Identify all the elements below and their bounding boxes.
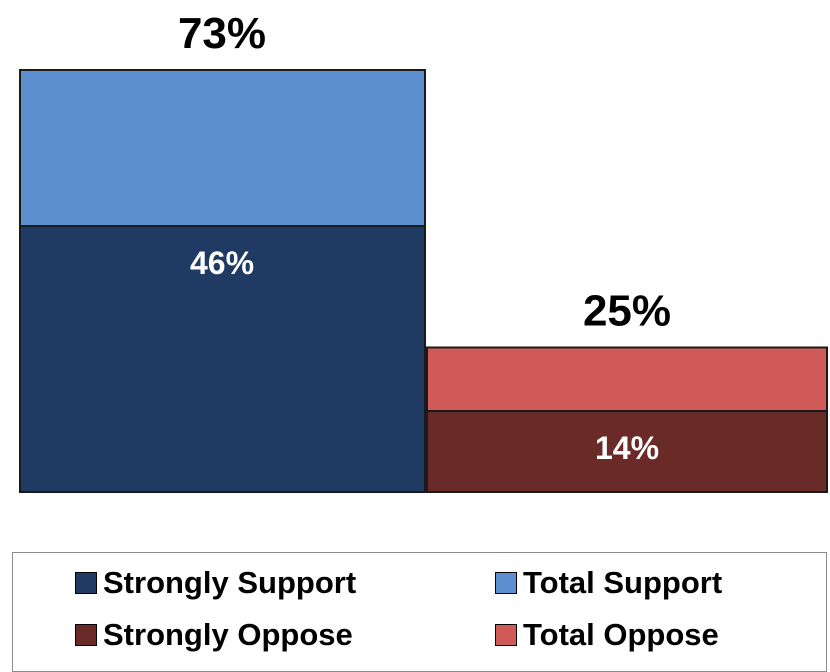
legend-label-strongly-oppose: Strongly Oppose bbox=[103, 617, 353, 652]
data-label-strongly-oppose: 14% bbox=[595, 430, 659, 466]
legend-swatch-total-oppose bbox=[495, 624, 517, 646]
legend-swatch-strongly-support bbox=[75, 572, 97, 594]
legend-item-strongly-oppose: Strongly Oppose bbox=[75, 617, 353, 653]
data-label-total-support: 73% bbox=[178, 9, 266, 58]
legend-item-total-support: Total Support bbox=[495, 565, 722, 601]
chart-legend: Strongly Support Total Support Strongly … bbox=[12, 552, 827, 672]
stacked-bar-chart: 73% 46% 25% 14% bbox=[19, 9, 828, 494]
legend-label-total-support: Total Support bbox=[523, 565, 723, 600]
legend-label-strongly-support: Strongly Support bbox=[103, 565, 357, 600]
legend-swatch-strongly-oppose bbox=[75, 624, 97, 646]
bar-total-support bbox=[19, 69, 426, 228]
legend-swatch-total-support bbox=[495, 572, 517, 594]
bar-strongly-support bbox=[19, 225, 426, 494]
data-label-strongly-support: 46% bbox=[190, 245, 254, 281]
bar-total-oppose bbox=[426, 346, 828, 413]
legend-label-total-oppose: Total Oppose bbox=[523, 617, 719, 652]
bar-strongly-oppose bbox=[426, 410, 828, 493]
legend-item-total-oppose: Total Oppose bbox=[495, 617, 719, 653]
data-label-total-oppose: 25% bbox=[583, 286, 671, 335]
legend-item-strongly-support: Strongly Support bbox=[75, 565, 356, 601]
